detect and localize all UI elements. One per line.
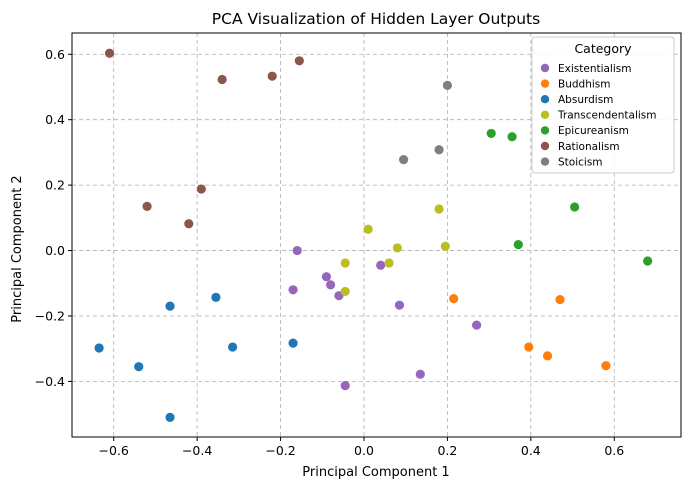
x-tick-label: −0.6: [99, 443, 129, 458]
point-stoicism: [442, 80, 453, 90]
y-tick-label: 0.0: [45, 243, 65, 258]
point-epicureanism: [486, 128, 496, 139]
point-epicureanism: [513, 240, 523, 250]
point-absurdism: [211, 292, 221, 302]
legend-label: Buddhism: [558, 78, 610, 90]
legend-label: Rationalism: [558, 141, 620, 153]
x-tick-label: 0.2: [437, 443, 457, 458]
point-buddhism: [601, 361, 611, 371]
grid: [72, 33, 681, 437]
legend-marker-existentialism: [540, 63, 550, 73]
point-rationalism: [217, 74, 227, 85]
x-axis-label: Principal Component 1: [302, 465, 449, 480]
legend-label: Absurdism: [558, 94, 613, 106]
legend-marker-transcendentalism: [540, 110, 550, 120]
data-points: [94, 48, 653, 422]
x-tick-label: 0.0: [354, 443, 374, 458]
point-absurdism: [134, 362, 144, 372]
point-transcendentalism: [340, 286, 350, 297]
x-axis-ticks: −0.6 −0.4 −0.2 0.0 0.2 0.4 0.6: [99, 437, 624, 458]
point-existentialism: [376, 260, 386, 270]
point-transcendentalism: [384, 258, 394, 268]
legend-title: Category: [574, 41, 632, 56]
point-epicureanism: [570, 202, 580, 212]
plot-area: [71, 32, 682, 438]
chart-title: PCA Visualization of Hidden Layer Output…: [212, 10, 540, 28]
point-epicureanism: [643, 256, 653, 266]
legend-marker-rationalism: [540, 141, 550, 151]
point-existentialism: [472, 320, 482, 330]
point-rationalism: [142, 201, 152, 211]
point-rationalism: [267, 71, 277, 81]
legend-label: Transcendentalism: [557, 110, 657, 122]
point-buddhism: [524, 342, 534, 352]
point-rationalism: [104, 48, 115, 58]
point-buddhism: [449, 294, 459, 304]
point-existentialism: [288, 285, 298, 295]
y-tick-label: 0.4: [45, 112, 65, 127]
y-tick-label: −0.4: [35, 374, 65, 389]
point-rationalism: [294, 56, 304, 66]
legend-marker-absurdism: [540, 95, 550, 104]
x-tick-label: 0.6: [604, 443, 624, 458]
legend-marker-buddhism: [540, 79, 550, 88]
point-buddhism: [555, 295, 565, 305]
legend-label: Existentialism: [558, 63, 631, 75]
y-tick-label: 0.2: [45, 178, 65, 193]
legend-label: Epicureanism: [558, 125, 629, 137]
point-rationalism: [196, 184, 206, 194]
point-absurdism: [227, 342, 238, 352]
y-tick-label: 0.6: [45, 47, 65, 62]
x-tick-label: −0.2: [265, 443, 295, 458]
point-transcendentalism: [363, 224, 373, 234]
point-existentialism: [394, 300, 405, 310]
point-existentialism: [415, 369, 425, 379]
point-transcendentalism: [440, 241, 450, 251]
y-axis-ticks: −0.4 −0.2 0.0 0.2 0.4 0.6: [35, 47, 72, 389]
x-tick-label: 0.4: [521, 443, 541, 458]
point-transcendentalism: [392, 243, 402, 253]
legend: Category Existentialism Buddhism Absurdism…: [531, 36, 675, 174]
point-existentialism: [340, 381, 350, 391]
legend-marker-stoicism: [540, 157, 550, 166]
legend-label: Stoicism: [558, 156, 603, 168]
point-transcendentalism: [340, 258, 350, 268]
point-existentialism: [321, 272, 332, 282]
x-tick-label: −0.4: [182, 443, 212, 458]
point-absurdism: [288, 338, 298, 348]
point-absurdism: [165, 301, 175, 311]
legend-items: Existentialism Buddhism Absurdism Transcend…: [540, 63, 657, 168]
point-epicureanism: [507, 132, 517, 142]
legend-marker-epicureanism: [540, 126, 550, 135]
point-stoicism: [434, 145, 444, 155]
legend-frame: [531, 36, 675, 174]
point-existentialism: [292, 245, 302, 256]
point-absurdism: [165, 412, 175, 422]
point-transcendentalism: [434, 204, 444, 214]
point-absurdism: [94, 343, 104, 353]
point-existentialism: [326, 280, 336, 290]
point-stoicism: [399, 154, 409, 165]
y-axis-label: Principal Component 2: [10, 175, 25, 322]
point-rationalism: [184, 219, 194, 229]
y-tick-label: −0.2: [35, 308, 65, 323]
point-buddhism: [542, 351, 553, 361]
